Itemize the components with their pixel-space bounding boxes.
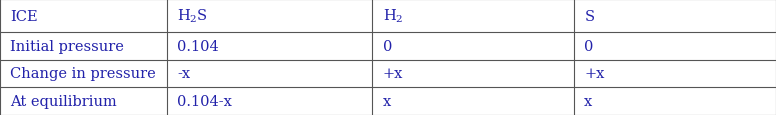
Text: x: x	[584, 94, 593, 108]
Text: 0: 0	[383, 40, 392, 53]
Text: Change in pressure: Change in pressure	[10, 67, 156, 81]
Text: 0.104: 0.104	[177, 40, 219, 53]
Text: -x: -x	[177, 67, 190, 81]
Text: 0: 0	[584, 40, 594, 53]
Text: +x: +x	[383, 67, 403, 81]
Text: Initial pressure: Initial pressure	[10, 40, 124, 53]
Text: H$_2$S: H$_2$S	[177, 8, 208, 25]
Text: x: x	[383, 94, 391, 108]
Text: H$_2$: H$_2$	[383, 8, 403, 25]
Text: +x: +x	[584, 67, 605, 81]
Text: 0.104-x: 0.104-x	[177, 94, 232, 108]
Text: At equilibrium: At equilibrium	[10, 94, 117, 108]
Text: ICE: ICE	[10, 9, 38, 23]
Text: S: S	[584, 9, 594, 23]
